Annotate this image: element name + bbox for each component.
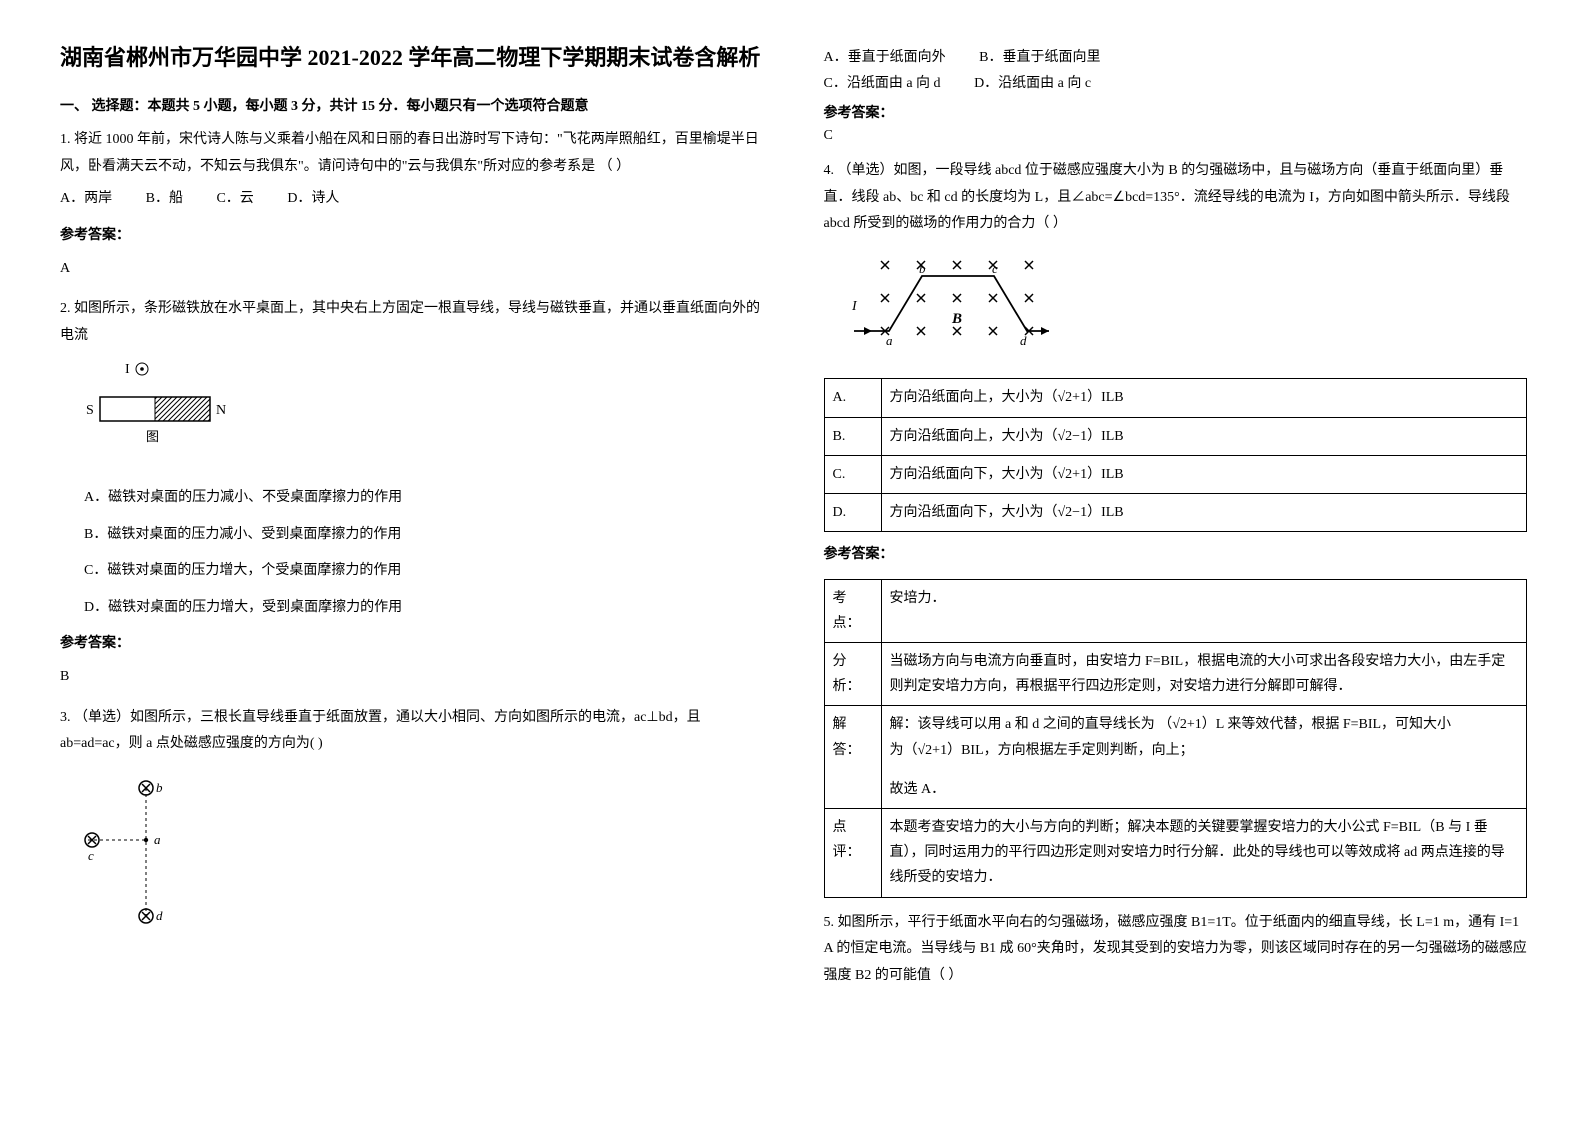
q2-answer: B — [60, 664, 764, 691]
q4-dianping-label: 点评： — [824, 809, 881, 898]
q3-node-c: c — [85, 833, 99, 863]
q2-label-I: I — [125, 362, 130, 377]
q4-fenxi-label: 分析： — [824, 643, 881, 706]
q4-analysis-table: 考点： 安培力． 分析： 当磁场方向与电流方向垂直时，由安培力 F=BIL，根据… — [824, 579, 1528, 898]
q4-label-c: c — [992, 261, 998, 276]
q4-figure: I a b c d B — [844, 248, 1074, 348]
q1-option-b: B．船 — [146, 186, 183, 213]
q3-option-c: C．沿纸面由 a 向 d — [824, 72, 941, 92]
table-row: 点评： 本题考查安培力的大小与方向的判断；解决本题的关键要掌握安培力的大小公式 … — [824, 809, 1527, 898]
right-column: A．垂直于纸面向外 B．垂直于纸面向里 C．沿纸面由 a 向 d D．沿纸面由 … — [824, 40, 1528, 1001]
svg-text:d: d — [156, 908, 163, 923]
q3-node-b: b — [139, 780, 163, 795]
q4-label-b: b — [919, 261, 926, 276]
q3-figure: b c a d — [80, 768, 220, 928]
q3-node-d: d — [139, 908, 163, 923]
q4-label-I: I — [851, 299, 858, 314]
q4-optC-label: C. — [824, 455, 881, 493]
q4-label-B: B — [951, 311, 962, 327]
q4-options-table: A. 方向沿纸面向上，大小为（√2+1）ILB B. 方向沿纸面向上，大小为（√… — [824, 378, 1528, 532]
q1-stem: 1. 将近 1000 年前，宋代诗人陈与义乘着小船在风和日丽的春日出游时写下诗句… — [60, 127, 764, 180]
q4-optA-text: 方向沿纸面向上，大小为（√2+1）ILB — [881, 379, 1527, 417]
q2-option-d: D．磁铁对桌面的压力增大，受到桌面摩擦力的作用 — [84, 595, 764, 622]
q4-label-a: a — [886, 333, 893, 348]
q3-answer: C — [824, 128, 1528, 144]
table-row: 分析： 当磁场方向与电流方向垂直时，由安培力 F=BIL，根据电流的大小可求出各… — [824, 643, 1527, 706]
q4-optD-label: D. — [824, 493, 881, 531]
q3-svg: b c a d — [80, 768, 220, 928]
q3-answer-label: 参考答案： — [824, 102, 1528, 122]
q4-dianping: 本题考查安培力的大小与方向的判断；解决本题的关键要掌握安培力的大小公式 F=BI… — [881, 809, 1527, 898]
table-row: C. 方向沿纸面向下，大小为（√2+1）ILB — [824, 455, 1527, 493]
table-row: B. 方向沿纸面向上，大小为（√2−1）ILB — [824, 417, 1527, 455]
page-root: 湖南省郴州市万华园中学 2021-2022 学年高二物理下学期期末试卷含解析 一… — [60, 40, 1527, 1001]
q4-fenxi: 当磁场方向与电流方向垂直时，由安培力 F=BIL，根据电流的大小可求出各段安培力… — [881, 643, 1527, 706]
q4-optA-label: A. — [824, 379, 881, 417]
q3-stem: 3. （单选）如图所示，三根长直导线垂直于纸面放置，通以大小相同、方向如图所示的… — [60, 705, 764, 758]
q4-optB-text: 方向沿纸面向上，大小为（√2−1）ILB — [881, 417, 1527, 455]
q4-optD-text: 方向沿纸面向下，大小为（√2−1）ILB — [881, 493, 1527, 531]
q4-optC-text: 方向沿纸面向下，大小为（√2+1）ILB — [881, 455, 1527, 493]
question-5: 5. 如图所示，平行于纸面水平向右的匀强磁场，磁感应强度 B1=1T。位于纸面内… — [824, 910, 1528, 990]
q4-arrow-left — [864, 327, 872, 335]
q2-magnet-hatched — [155, 397, 210, 421]
q2-option-b: B．磁铁对桌面的压力减小、受到桌面摩擦力的作用 — [84, 522, 764, 549]
table-row: 解答： 解：该导线可以用 a 和 d 之间的直导线长为 （√2+1）L 来等效代… — [824, 706, 1527, 809]
svg-text:b: b — [156, 780, 163, 795]
q1-option-a: A．两岸 — [60, 186, 112, 213]
q4-jieda-p2: 为（√2+1）BIL，方向根据左手定则判断，向上； — [890, 738, 1519, 763]
q4-answer-label: 参考答案： — [824, 542, 1528, 569]
q4-kaodian: 安培力． — [881, 579, 1527, 642]
q1-option-d: D．诗人 — [287, 186, 339, 213]
table-row: D. 方向沿纸面向下，大小为（√2−1）ILB — [824, 493, 1527, 531]
q2-answer-label: 参考答案： — [60, 631, 764, 658]
q3-options-row1: A．垂直于纸面向外 B．垂直于纸面向里 — [824, 46, 1528, 66]
q4-kaodian-label: 考点： — [824, 579, 881, 642]
q4-jieda-p1: 解：该导线可以用 a 和 d 之间的直导线长为 （√2+1）L 来等效代替，根据… — [890, 712, 1519, 737]
q4-optB-label: B. — [824, 417, 881, 455]
table-row: 考点： 安培力． — [824, 579, 1527, 642]
table-row: A. 方向沿纸面向上，大小为（√2+1）ILB — [824, 379, 1527, 417]
q4-arrow-right — [1041, 327, 1049, 335]
svg-text:a: a — [154, 832, 161, 847]
q2-current-dot — [140, 368, 144, 372]
q3-option-a: A．垂直于纸面向外 — [824, 46, 946, 66]
q4-jieda-p3: 故选 A． — [890, 777, 1519, 802]
svg-text:c: c — [88, 848, 94, 863]
q2-option-a: A．磁铁对桌面的压力减小、不受桌面摩擦力的作用 — [84, 485, 764, 512]
q4-label-d: d — [1020, 333, 1027, 348]
section-1-header: 一、 选择题：本题共 5 小题，每小题 3 分，共计 15 分．每小题只有一个选… — [60, 95, 764, 115]
q4-stem: 4. （单选）如图，一段导线 abcd 位于磁感应强度大小为 B 的匀强磁场中，… — [824, 158, 1528, 238]
q2-stem: 2. 如图所示，条形磁铁放在水平桌面上，其中央右上方固定一根直导线，导线与磁铁垂… — [60, 296, 764, 349]
document-title: 湖南省郴州市万华园中学 2021-2022 学年高二物理下学期期末试卷含解析 — [60, 40, 764, 75]
q2-figure-label: 图 — [146, 429, 159, 444]
q1-options: A．两岸 B．船 C．云 D．诗人 — [60, 186, 764, 213]
q3-option-d: D．沿纸面由 a 向 c — [974, 72, 1091, 92]
q1-answer: A — [60, 256, 764, 283]
q1-answer-label: 参考答案： — [60, 223, 764, 250]
q2-option-c: C．磁铁对桌面的压力增大，个受桌面摩擦力的作用 — [84, 558, 764, 585]
question-2: 2. 如图所示，条形磁铁放在水平桌面上，其中央右上方固定一根直导线，导线与磁铁垂… — [60, 296, 764, 690]
q5-stem: 5. 如图所示，平行于纸面水平向右的匀强磁场，磁感应强度 B1=1T。位于纸面内… — [824, 910, 1528, 990]
q2-svg: I S N 图 — [80, 359, 240, 454]
question-1: 1. 将近 1000 年前，宋代诗人陈与义乘着小船在风和日丽的春日出游时写下诗句… — [60, 127, 764, 282]
q4-jieda-label: 解答： — [824, 706, 881, 809]
q2-label-S: S — [86, 403, 94, 418]
left-column: 湖南省郴州市万华园中学 2021-2022 学年高二物理下学期期末试卷含解析 一… — [60, 40, 764, 1001]
q3-options-row2: C．沿纸面由 a 向 d D．沿纸面由 a 向 c — [824, 72, 1528, 92]
q4-jieda: 解：该导线可以用 a 和 d 之间的直导线长为 （√2+1）L 来等效代替，根据… — [881, 706, 1527, 809]
question-3: 3. （单选）如图所示，三根长直导线垂直于纸面放置，通以大小相同、方向如图所示的… — [60, 705, 764, 949]
q2-figure: I S N 图 — [80, 359, 240, 454]
q1-option-c: C．云 — [216, 186, 253, 213]
q4-svg: I a b c d B — [844, 248, 1074, 348]
q3-option-b: B．垂直于纸面向里 — [979, 46, 1100, 66]
question-4: 4. （单选）如图，一段导线 abcd 位于磁感应强度大小为 B 的匀强磁场中，… — [824, 158, 1528, 898]
q2-label-N: N — [216, 403, 226, 418]
